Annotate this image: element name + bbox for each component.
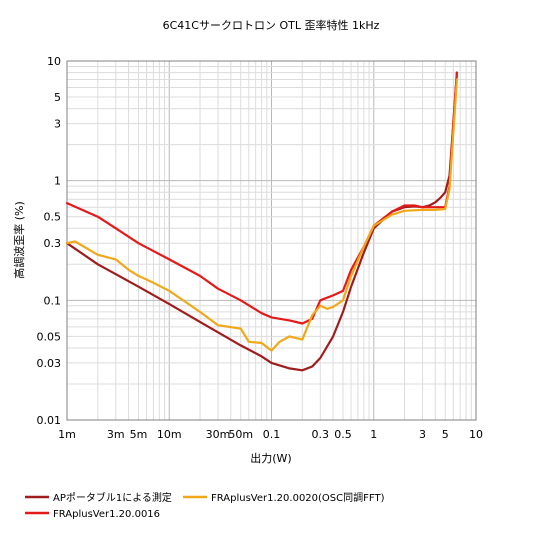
legend-label-3: FRAplusVer1.20.0020(OSC同調FFT): [211, 491, 385, 504]
x-tick-label: 10m: [157, 428, 182, 441]
x-tick-label: 0.5: [334, 428, 352, 441]
series-line-2: [65, 71, 458, 325]
y-tick-labels: 0.01 0.03 0.05 0.1 0.3 0.5 1 3 5 10: [37, 55, 62, 427]
y-tick-label: 5: [54, 91, 61, 104]
y-tick-label: 1: [54, 175, 61, 188]
series-layer: [65, 71, 458, 372]
legend-label-1: APポータブル1による測定: [53, 491, 172, 504]
y-tick-label: 0.1: [44, 294, 62, 307]
legend: APポータブル1による測定 FRAplusVer1.20.0016 FRAplusV…: [25, 491, 385, 520]
chart-title: 6C41Cサークロトロン OTL 歪率特性 1kHz: [163, 18, 380, 32]
x-tick-label: 0.3: [312, 428, 330, 441]
y-tick-label: 3: [54, 118, 61, 131]
y-tick-label: 0.3: [44, 237, 62, 250]
y-axis-label: 高調波歪率 (%): [12, 201, 26, 279]
y-tick-label: 10: [47, 55, 61, 68]
x-tick-label: 50m: [228, 428, 253, 441]
x-axis-label: 出力(W): [250, 451, 291, 465]
y-tick-label: 0.5: [44, 211, 62, 224]
x-tick-label: 3m: [107, 428, 125, 441]
y-tick-label: 0.03: [37, 357, 62, 370]
grid: [66, 61, 476, 421]
x-tick-label: 5m: [130, 428, 148, 441]
y-tick-label: 0.01: [37, 414, 62, 427]
legend-label-2: FRAplusVer1.20.0016: [53, 509, 160, 520]
x-tick-label: 3: [419, 428, 426, 441]
x-tick-label: 0.1: [263, 428, 281, 441]
y-tick-label: 0.05: [37, 330, 62, 343]
x-tick-label: 10: [469, 428, 483, 441]
plot-frame: [66, 60, 477, 421]
x-tick-label: 30m: [206, 428, 231, 441]
series-line-1: [65, 71, 458, 372]
series-line-3: [65, 78, 458, 352]
x-tick-label: 1m: [58, 428, 76, 441]
x-tick-label: 5: [442, 428, 449, 441]
x-tick-label: 1: [370, 428, 377, 441]
